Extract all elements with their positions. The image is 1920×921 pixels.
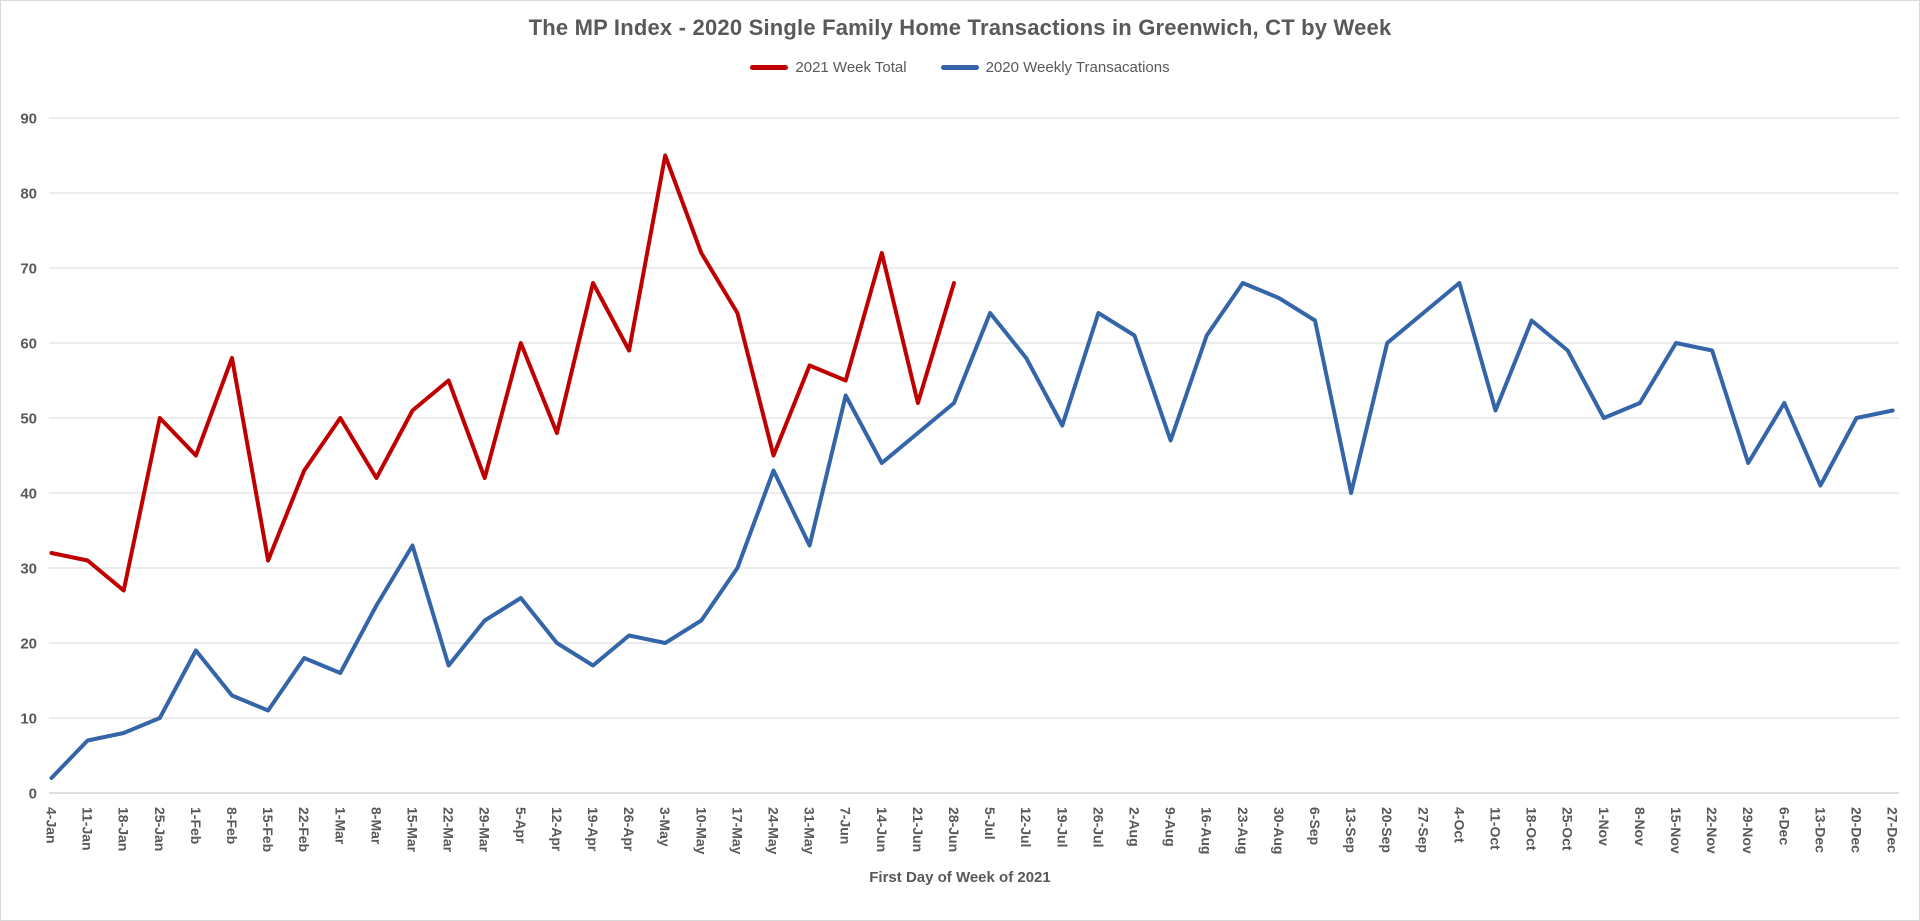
x-tick-label-8-Mar: 8-Mar [368,807,384,845]
x-tick-label-30-Aug: 30-Aug [1271,807,1287,854]
x-tick-label-1-Feb: 1-Feb [188,807,204,844]
y-tick-label-70: 70 [20,261,37,278]
x-tick-label-24-May: 24-May [766,807,782,855]
x-tick-label-6-Sep: 6-Sep [1307,807,1323,845]
y-tick-label-40: 40 [20,486,37,503]
legend-item-2021: 2021 Week Total [750,59,907,76]
x-tick-label-4-Jan: 4-Jan [44,807,60,844]
x-tick-label-23-Aug: 23-Aug [1235,807,1251,854]
x-tick-label-31-May: 31-May [802,807,818,855]
x-tick-label-28-Jun: 28-Jun [946,807,962,852]
x-tick-label-6-Dec: 6-Dec [1776,807,1792,845]
y-tick-label-20: 20 [20,636,37,653]
x-tick-label-8-Nov: 8-Nov [1632,807,1648,846]
x-tick-label-16-Aug: 16-Aug [1199,807,1215,854]
x-tick-label-13-Dec: 13-Dec [1812,807,1828,853]
x-tick-label-1-Mar: 1-Mar [332,807,348,845]
x-tick-label-12-Jul: 12-Jul [1018,807,1034,847]
x-tick-label-19-Apr: 19-Apr [585,807,601,852]
x-tick-label-22-Mar: 22-Mar [441,807,457,853]
x-tick-label-11-Jan: 11-Jan [80,807,96,851]
x-tick-label-27-Dec: 27-Dec [1885,807,1901,853]
y-tick-label-0: 0 [29,786,37,803]
x-tick-label-4-Oct: 4-Oct [1451,807,1467,843]
x-tick-label-15-Feb: 15-Feb [260,807,276,852]
x-tick-label-17-May: 17-May [729,807,745,855]
legend-swatch-red [750,65,789,70]
x-tick-label-25-Oct: 25-Oct [1560,807,1576,851]
legend-label-2020: 2020 Weekly Transacations [985,59,1170,76]
x-tick-label-13-Sep: 13-Sep [1343,807,1359,853]
x-tick-label-22-Nov: 22-Nov [1704,807,1720,854]
x-tick-label-14-Jun: 14-Jun [874,807,890,852]
x-tick-label-15-Nov: 15-Nov [1668,807,1684,854]
y-tick-label-90: 90 [20,111,37,128]
x-tick-label-20-Sep: 20-Sep [1379,807,1395,853]
x-tick-label-11-Oct: 11-Oct [1488,807,1504,850]
x-tick-label-18-Oct: 18-Oct [1524,807,1540,851]
x-tick-label-3-May: 3-May [657,807,673,847]
x-tick-label-15-Mar: 15-Mar [405,807,421,853]
x-tick-label-9-Aug: 9-Aug [1163,807,1179,847]
x-tick-label-8-Feb: 8-Feb [224,807,240,844]
y-tick-label-30: 30 [20,561,37,578]
x-tick-label-5-Apr: 5-Apr [513,807,529,844]
x-tick-label-21-Jun: 21-Jun [910,807,926,852]
x-axis-title: First Day of Week of 2021 [869,869,1051,886]
legend-item-2020: 2020 Weekly Transacations [940,59,1170,76]
x-tick-label-5-Jul: 5-Jul [982,807,998,840]
x-tick-label-27-Sep: 27-Sep [1415,807,1431,853]
legend: 2021 Week Total 2020 Weekly Transacation… [1,59,1919,76]
x-tick-label-20-Dec: 20-Dec [1849,807,1865,853]
x-tick-label-22-Feb: 22-Feb [296,807,312,852]
legend-label-2021: 2021 Week Total [795,59,907,76]
x-tick-label-10-May: 10-May [693,807,709,855]
x-tick-label-29-Nov: 29-Nov [1740,807,1756,854]
x-tick-label-1-Nov: 1-Nov [1596,807,1612,846]
x-tick-label-26-Apr: 26-Apr [621,807,637,852]
y-tick-label-50: 50 [20,411,37,428]
x-tick-label-18-Jan: 18-Jan [116,807,132,851]
legend-swatch-blue [940,65,979,70]
x-tick-label-25-Jan: 25-Jan [152,807,168,851]
x-tick-label-29-Mar: 29-Mar [477,807,493,853]
x-tick-label-2-Aug: 2-Aug [1127,807,1143,847]
x-tick-label-12-Apr: 12-Apr [549,807,565,852]
y-tick-label-80: 80 [20,186,37,203]
series-line-2021-week-total [49,153,956,593]
x-tick-label-7-Jun: 7-Jun [838,807,854,844]
x-tick-label-26-Jul: 26-Jul [1090,807,1106,847]
y-tick-label-10: 10 [20,711,37,728]
x-tick-label-19-Jul: 19-Jul [1054,807,1070,847]
chart-title: The MP Index - 2020 Single Family Home T… [528,15,1392,40]
series-line-2020-weekly-transactions [49,281,1895,780]
y-tick-label-60: 60 [20,336,37,353]
